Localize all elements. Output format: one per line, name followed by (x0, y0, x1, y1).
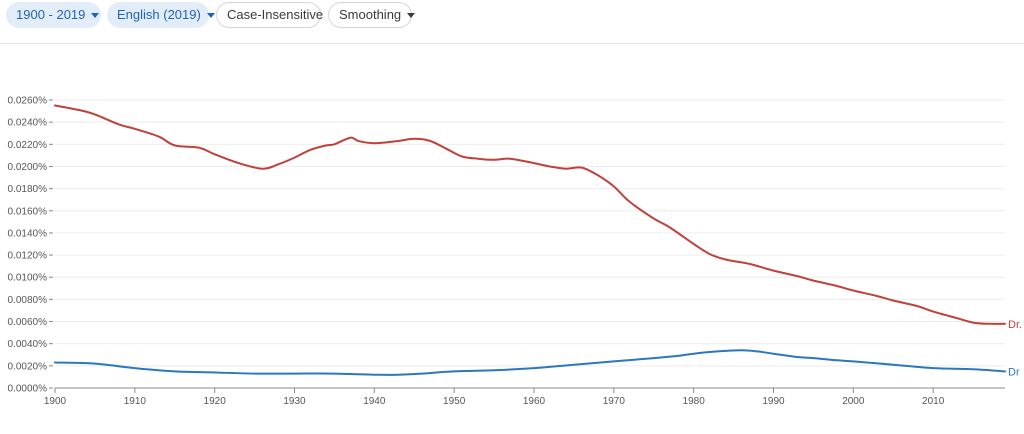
y-tick-label: 0.0060% (8, 317, 48, 328)
smoothing-label: Smoothing (339, 7, 402, 22)
year-range-dropdown[interactable]: 1900 - 2019 (6, 2, 101, 28)
axes: 0.0000% 0.0020% 0.0040% 0.0060% 0.0080% 0.010… (8, 96, 1005, 407)
y-tick-label: 0.0260% (8, 96, 48, 107)
series-line-dr-dot[interactable] (54, 104, 1006, 325)
chevron-down-icon (206, 13, 215, 19)
y-tick-label: 0.0120% (8, 251, 48, 262)
year-range-label: 1900 - 2019 (16, 7, 86, 22)
chevron-down-icon (407, 13, 416, 19)
y-tick-label: 0.0100% (8, 273, 48, 284)
x-tick-label: 1960 (523, 396, 546, 407)
y-tick-label: 0.0180% (8, 184, 48, 195)
case-insensitive-label: Case-Insensitive (227, 7, 324, 22)
x-tick-label: 2000 (842, 396, 865, 407)
x-tick-label: 1980 (683, 396, 706, 407)
y-tick-label: 0.0020% (8, 361, 48, 372)
gridlines (55, 99, 1005, 389)
x-tick-label: 1930 (283, 396, 306, 407)
y-tick-label: 0.0080% (8, 295, 48, 306)
corpus-label: English (2019) (117, 7, 201, 22)
x-tick-label: 1910 (124, 396, 147, 407)
series-labels: Dr. Dr (1008, 319, 1022, 379)
x-tick-label: 1970 (603, 396, 626, 407)
chevron-down-icon (91, 13, 100, 19)
y-tick-label: 0.0140% (8, 228, 48, 239)
y-tick-label: 0.0040% (8, 339, 48, 350)
x-tick-label: 1950 (443, 396, 466, 407)
series-line-dr[interactable] (54, 349, 1006, 376)
x-tick-label: 1920 (204, 396, 227, 407)
x-tick-label: 1940 (363, 396, 386, 407)
case-insensitive-toggle[interactable]: Case-Insensitive (216, 2, 324, 28)
x-tick-label: 1990 (762, 396, 785, 407)
corpus-dropdown[interactable]: English (2019) (107, 2, 215, 28)
y-tick-label: 0.0160% (8, 206, 48, 217)
series-label: Dr (1008, 366, 1020, 378)
y-tick-label: 0.0200% (8, 162, 48, 173)
y-tick-label: 0.0220% (8, 140, 48, 151)
smoothing-dropdown[interactable]: Smoothing (328, 2, 416, 28)
toolbar: 1900 - 2019 English (2019) Case-Insensit… (0, 0, 1024, 44)
x-tick-label: 2010 (922, 396, 945, 407)
series-label: Dr. (1008, 319, 1022, 331)
x-tick-label: 1900 (44, 396, 67, 407)
series-lines (54, 104, 1006, 376)
y-tick-label: 0.0240% (8, 118, 48, 129)
y-tick-label: 0.0000% (8, 384, 48, 395)
